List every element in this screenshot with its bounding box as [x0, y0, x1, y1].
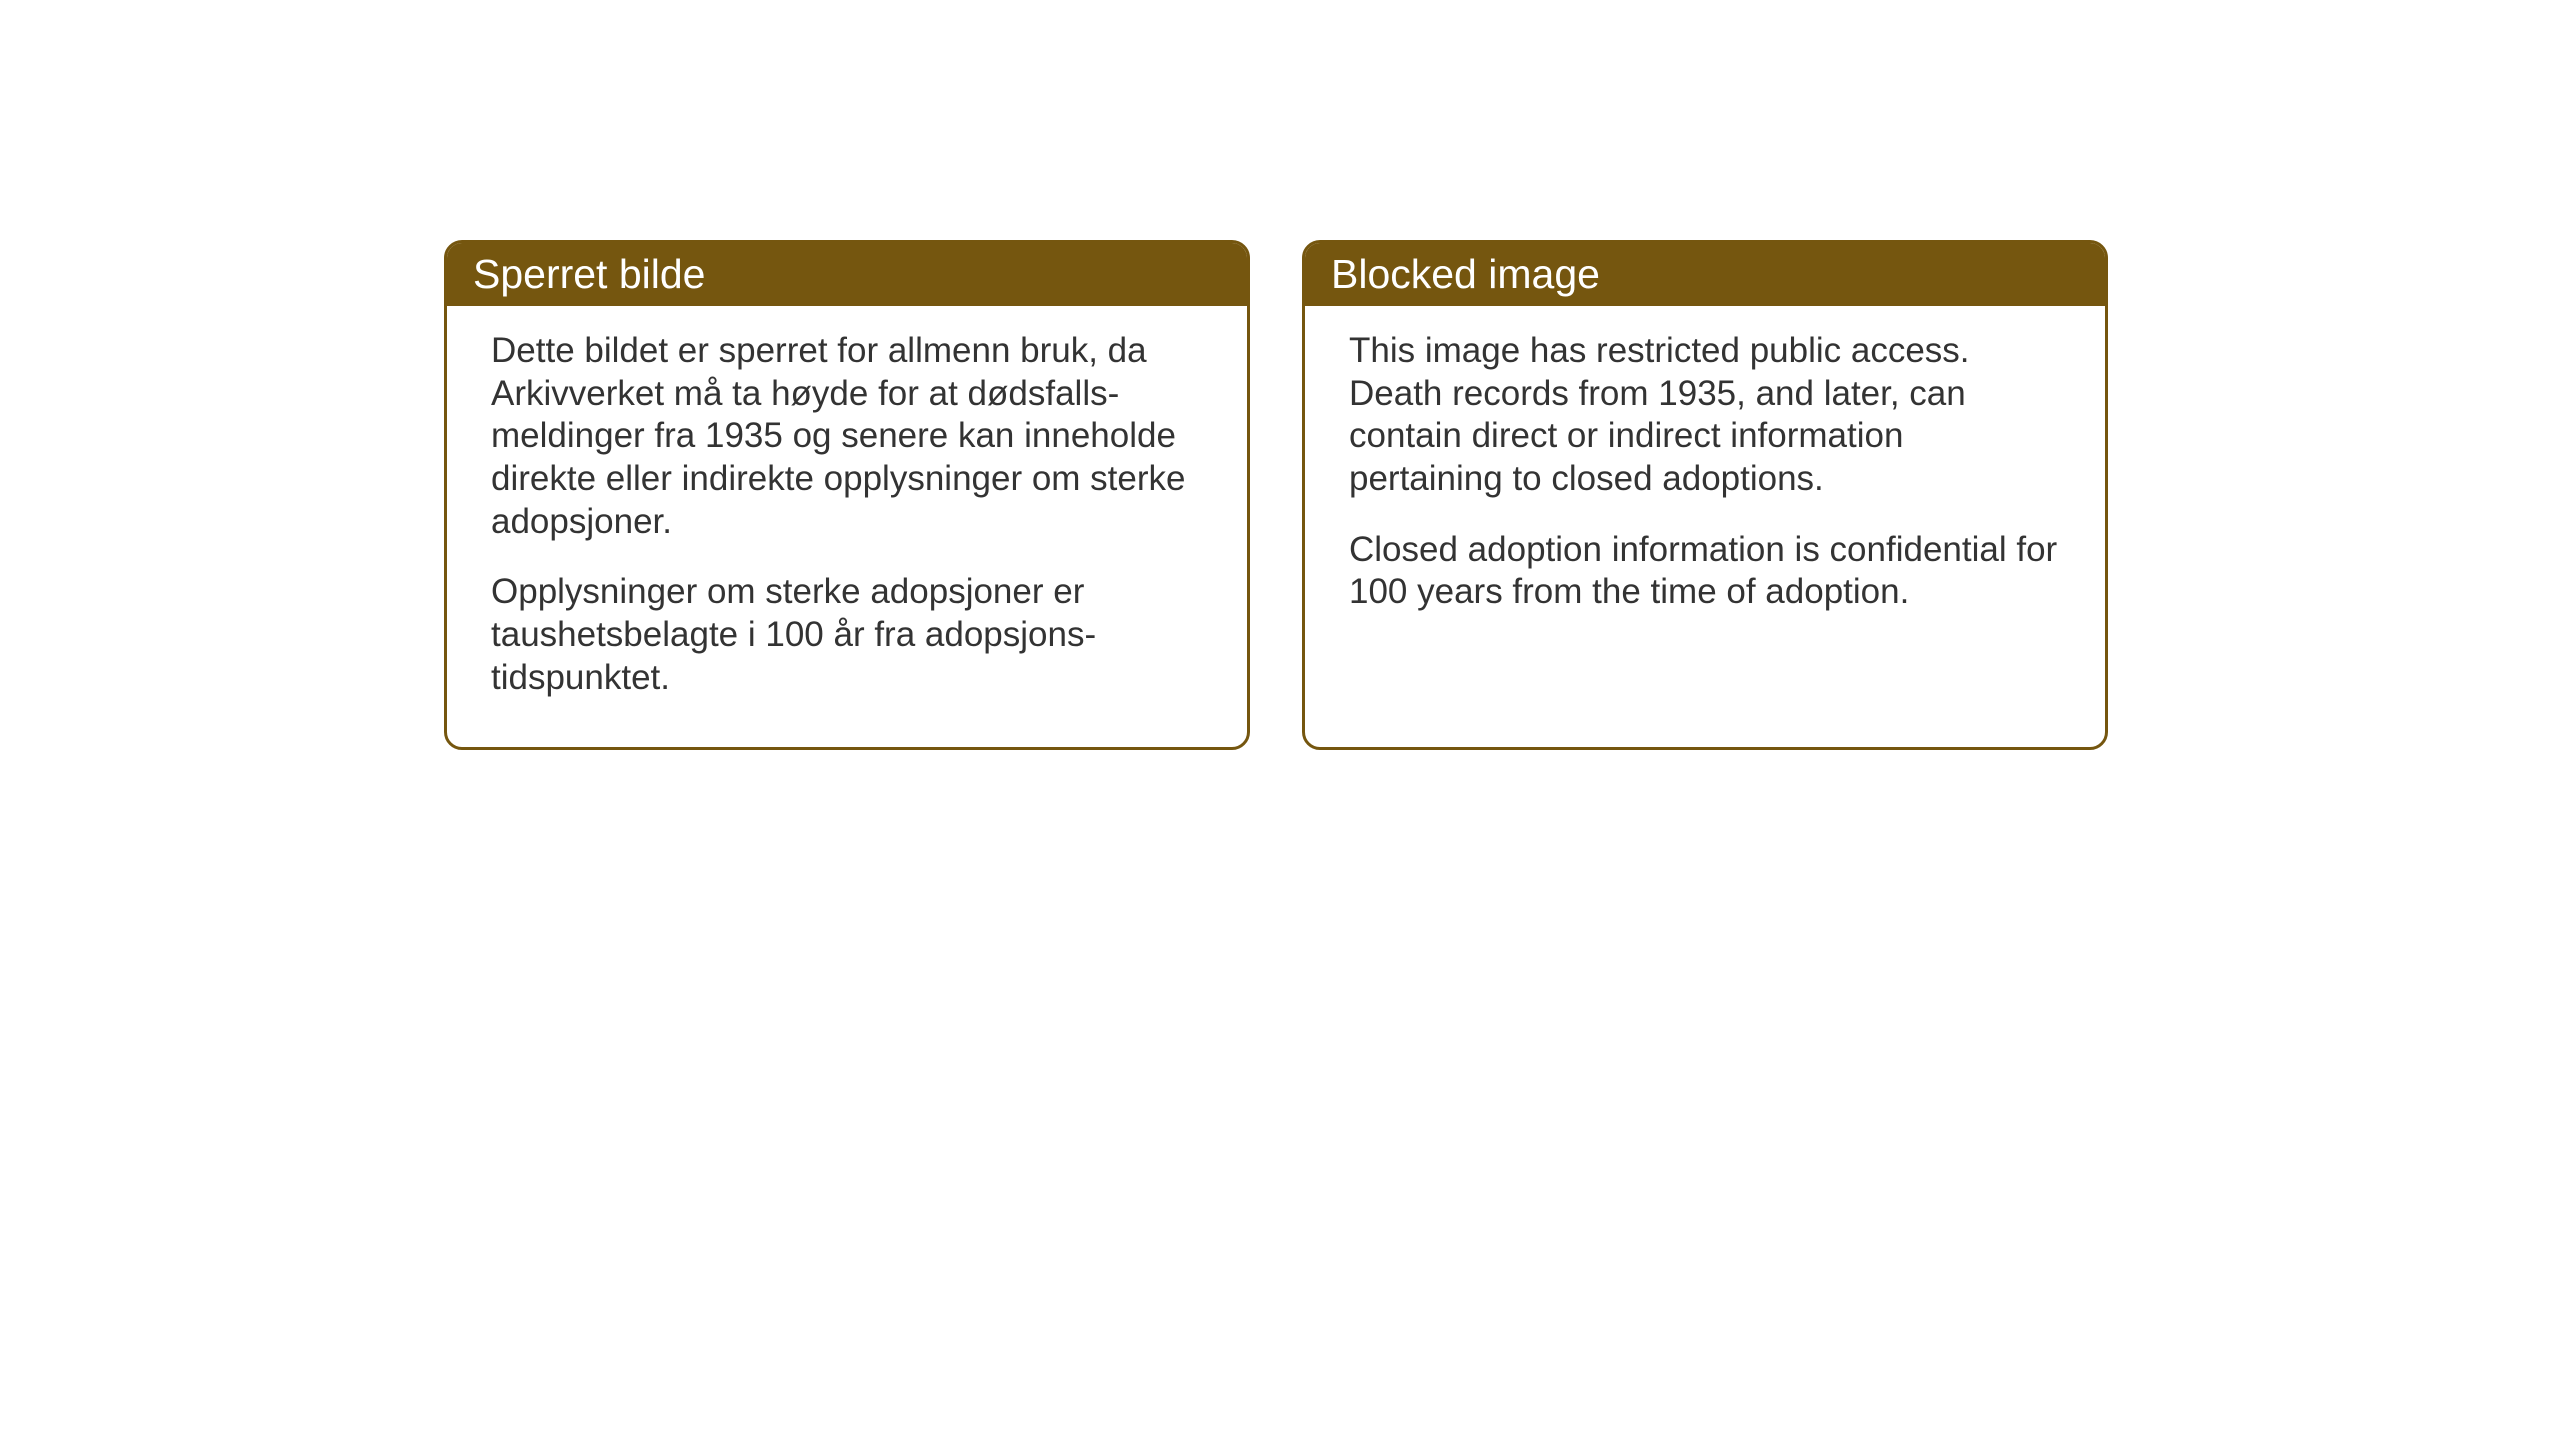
norwegian-card-title: Sperret bilde	[447, 243, 1247, 306]
norwegian-paragraph-1: Dette bildet er sperret for allmenn bruk…	[491, 330, 1203, 543]
english-card-title: Blocked image	[1305, 243, 2105, 306]
norwegian-notice-card: Sperret bilde Dette bildet er sperret fo…	[444, 240, 1250, 750]
norwegian-paragraph-2: Opplysninger om sterke adopsjoner er tau…	[491, 571, 1203, 699]
notice-container: Sperret bilde Dette bildet er sperret fo…	[444, 240, 2108, 750]
english-paragraph-2: Closed adoption information is confident…	[1349, 529, 2061, 614]
english-card-body: This image has restricted public access.…	[1305, 306, 2105, 654]
norwegian-card-body: Dette bildet er sperret for allmenn bruk…	[447, 306, 1247, 740]
english-notice-card: Blocked image This image has restricted …	[1302, 240, 2108, 750]
english-paragraph-1: This image has restricted public access.…	[1349, 330, 2061, 501]
